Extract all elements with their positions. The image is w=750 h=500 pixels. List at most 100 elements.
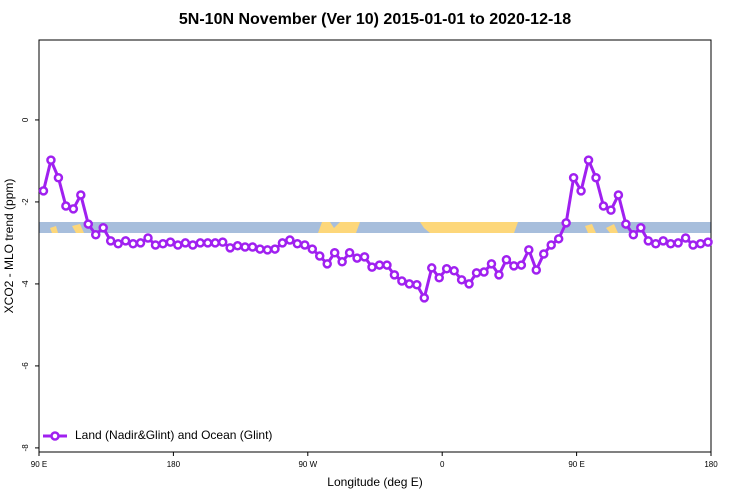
data-point (61, 201, 71, 211)
data-point (255, 244, 265, 254)
data-point (195, 238, 206, 248)
data-point (404, 279, 415, 289)
data-point (412, 279, 422, 290)
data-point (53, 172, 64, 183)
data-point (464, 279, 474, 289)
data-point (426, 263, 437, 273)
data-point (98, 223, 108, 233)
data-point (494, 270, 504, 280)
data-point (143, 233, 153, 243)
data-point (524, 245, 534, 255)
data-point (568, 172, 579, 183)
y-tick-label: -4 (21, 280, 30, 288)
data-point (591, 172, 601, 183)
data-point (128, 238, 138, 249)
y-tick-label: -6 (21, 362, 30, 370)
data-point (509, 261, 519, 271)
plot-frame (38, 39, 712, 453)
data-point (322, 259, 332, 269)
data-point (285, 235, 295, 245)
data-point (314, 251, 325, 261)
data-point (329, 248, 340, 258)
data-point (486, 259, 497, 269)
data-point (217, 237, 228, 247)
data-point (277, 238, 288, 248)
data-point (232, 241, 243, 251)
data-point (538, 249, 549, 259)
data-point (389, 270, 400, 280)
data-point (621, 219, 631, 229)
data-point (292, 238, 303, 249)
data-point (180, 238, 191, 248)
data-point (202, 238, 213, 248)
data-point (449, 266, 459, 276)
data-point (501, 254, 512, 265)
data-point (46, 155, 56, 165)
data-point (344, 248, 355, 258)
data-point (688, 240, 698, 250)
data-point (113, 238, 123, 249)
data-point (359, 252, 370, 262)
data-point (90, 229, 101, 240)
x-tick-label: 180 (167, 460, 181, 469)
data-point (382, 260, 392, 270)
data-point (135, 238, 146, 248)
data-point (650, 238, 661, 249)
data-point (76, 190, 86, 200)
data-point (173, 240, 183, 250)
y-axis-title: XCO2 - MLO trend (ppm) (2, 179, 16, 314)
y-tick-label: -8 (21, 444, 30, 452)
y-tick-label: -2 (21, 198, 30, 206)
chart-title: 5N-10N November (Ver 10) 2015-01-01 to 2… (179, 11, 571, 28)
data-point (225, 243, 235, 253)
data-point (367, 262, 377, 272)
data-point (165, 237, 176, 247)
data-point (337, 257, 347, 267)
data-point (374, 260, 385, 270)
data-point (546, 240, 556, 250)
data-point (628, 229, 639, 240)
data-point (665, 238, 676, 249)
data-point (680, 233, 691, 243)
data-point (68, 204, 79, 214)
data-point (576, 186, 586, 196)
data-point (658, 236, 668, 246)
data-point (270, 244, 280, 254)
data-point (636, 223, 646, 233)
data-point (150, 240, 161, 250)
data-point (188, 240, 198, 250)
x-tick-label: 90 E (31, 460, 47, 469)
data-point (516, 260, 527, 270)
data-point (561, 218, 571, 228)
x-tick-label: 90 E (568, 460, 584, 469)
data-point (695, 238, 706, 249)
data-point (673, 238, 683, 248)
x-axis-title: Longitude (deg E) (327, 475, 422, 489)
data-point (352, 253, 362, 263)
data-point (38, 186, 49, 196)
data-point (83, 219, 94, 229)
land-ocean-strip (39, 222, 711, 233)
data-point (434, 273, 444, 283)
data-point (300, 240, 310, 250)
data-point (210, 238, 220, 248)
y-tick-label: 0 (21, 117, 30, 122)
data-point (307, 244, 318, 254)
data-point (553, 234, 564, 244)
x-tick-label: 0 (440, 460, 445, 469)
data-point (479, 267, 489, 277)
data-point (120, 236, 131, 246)
data-point (703, 237, 713, 247)
data-point (456, 275, 467, 285)
data-point (262, 245, 273, 255)
data-point (583, 155, 594, 165)
data-point (531, 265, 542, 275)
data-point (441, 264, 452, 274)
legend-marker (50, 431, 60, 441)
data-point (158, 238, 168, 249)
x-tick-label: 90 W (298, 460, 317, 469)
data-point (105, 236, 116, 246)
data-point (247, 242, 258, 252)
data-point (419, 293, 430, 303)
